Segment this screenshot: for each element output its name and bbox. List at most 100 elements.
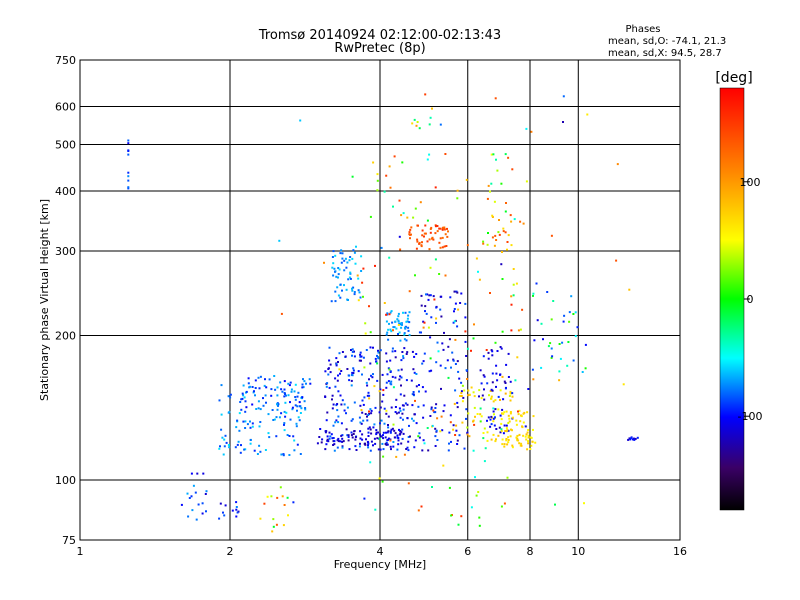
data-point — [436, 230, 439, 233]
data-point — [473, 395, 476, 398]
data-point — [388, 313, 391, 316]
data-point — [497, 408, 500, 411]
data-point — [426, 293, 429, 296]
data-point — [423, 321, 426, 324]
data-point — [454, 338, 457, 341]
data-point — [424, 232, 427, 235]
data-point — [245, 406, 248, 409]
data-point — [393, 155, 396, 158]
data-point — [365, 381, 368, 384]
data-point — [376, 437, 379, 440]
data-point — [467, 412, 470, 415]
data-point — [505, 439, 508, 442]
data-point — [440, 415, 443, 418]
data-point — [488, 394, 490, 397]
data-point — [398, 428, 400, 431]
data-point — [450, 514, 453, 517]
data-point — [387, 328, 390, 331]
data-point — [287, 514, 289, 517]
data-point — [360, 422, 363, 425]
data-point — [412, 216, 415, 219]
data-point — [479, 420, 482, 423]
data-point — [507, 441, 510, 444]
data-point — [350, 419, 353, 422]
data-point — [366, 384, 369, 387]
data-point — [270, 394, 273, 397]
data-point — [503, 445, 506, 448]
data-point — [487, 184, 490, 187]
data-point — [457, 308, 460, 311]
data-point — [279, 486, 282, 489]
data-point — [410, 233, 412, 236]
data-point — [394, 406, 397, 408]
data-point — [335, 404, 338, 407]
data-point — [270, 388, 273, 391]
data-point — [505, 427, 508, 430]
data-point — [396, 434, 399, 437]
data-point — [283, 429, 286, 432]
data-point — [271, 530, 274, 533]
data-point — [127, 187, 130, 190]
data-point — [456, 360, 459, 363]
data-point — [302, 378, 304, 381]
data-point — [550, 318, 553, 321]
data-point — [336, 439, 339, 442]
data-point — [256, 453, 259, 455]
data-point — [329, 435, 332, 438]
data-point — [491, 354, 494, 357]
data-point — [336, 403, 339, 405]
data-point — [490, 388, 493, 391]
data-point — [628, 288, 631, 291]
data-point — [328, 346, 331, 349]
data-point — [385, 313, 388, 316]
data-point — [510, 303, 513, 306]
data-point — [417, 509, 420, 512]
data-point — [431, 486, 433, 488]
data-point — [272, 525, 275, 528]
data-point — [276, 408, 279, 411]
data-point — [394, 432, 397, 435]
data-point — [351, 371, 354, 374]
data-point — [351, 354, 353, 357]
data-point — [501, 251, 503, 253]
data-point — [392, 205, 394, 208]
data-point — [343, 409, 346, 412]
data-point — [500, 182, 503, 185]
data-point — [516, 437, 519, 440]
data-point — [332, 437, 335, 439]
data-point — [283, 380, 286, 383]
data-point — [558, 343, 561, 345]
data-point — [381, 400, 384, 403]
data-point — [501, 438, 504, 441]
data-point — [482, 240, 485, 243]
data-point — [234, 446, 237, 449]
data-point — [421, 449, 424, 452]
data-point — [459, 395, 461, 397]
data-point — [244, 427, 247, 429]
data-point — [566, 364, 569, 367]
data-point — [428, 153, 431, 156]
data-point — [407, 326, 410, 329]
data-point — [461, 400, 464, 403]
data-point — [282, 453, 285, 456]
data-point — [299, 119, 302, 122]
data-point — [370, 440, 373, 443]
data-point — [367, 427, 370, 430]
data-point — [329, 363, 332, 366]
data-point — [518, 442, 521, 445]
data-point — [479, 413, 482, 416]
data-point — [366, 415, 368, 418]
data-point — [477, 270, 479, 273]
data-point — [461, 384, 464, 387]
data-point — [495, 158, 497, 161]
data-point — [462, 396, 465, 399]
data-point — [350, 384, 353, 387]
data-point — [278, 239, 281, 242]
data-point — [416, 238, 419, 241]
data-point — [499, 431, 502, 434]
data-point — [242, 420, 245, 423]
data-point — [430, 369, 433, 372]
data-point — [478, 524, 481, 527]
data-point — [285, 394, 287, 397]
data-point — [219, 502, 222, 505]
